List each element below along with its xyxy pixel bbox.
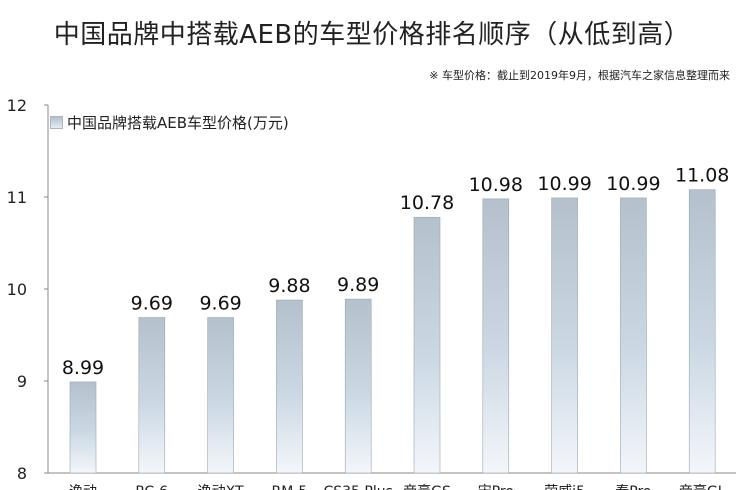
chart-note: ※ 车型价格：截止到2019年9月，根据汽车之家信息整理而来 bbox=[429, 69, 730, 82]
x-tick-label: RC-6 bbox=[135, 484, 168, 490]
bar bbox=[138, 317, 166, 474]
x-tick-label: 荣威i5 bbox=[544, 484, 585, 490]
data-label: 11.08 bbox=[675, 165, 729, 187]
bar bbox=[69, 381, 97, 474]
y-tick-label: 9 bbox=[17, 372, 27, 391]
data-label: 8.99 bbox=[62, 357, 104, 379]
x-tick-label: 秦Pro bbox=[615, 484, 651, 490]
bar bbox=[344, 298, 372, 474]
x-tick-label: 逸动XT bbox=[198, 484, 244, 490]
x-tick-label: 帝豪GS bbox=[403, 484, 451, 490]
chart-title: 中国品牌中搭载AEB的车型价格排名顺序（从低到高） bbox=[53, 20, 691, 50]
y-tick-label: 11 bbox=[7, 188, 27, 207]
data-label: 9.89 bbox=[337, 274, 379, 296]
legend-swatch bbox=[50, 116, 63, 129]
chart-legend: 中国品牌搭载AEB车型价格(万元) bbox=[50, 112, 289, 133]
x-tick-label: 帝豪GL bbox=[679, 484, 726, 490]
bar bbox=[551, 197, 578, 474]
x-tick-label: 宋Pro bbox=[478, 484, 514, 490]
y-tick-label: 12 bbox=[7, 96, 27, 115]
data-label: 10.99 bbox=[537, 173, 591, 195]
x-tick-label: CS35 Plus bbox=[323, 484, 392, 490]
bar bbox=[482, 198, 510, 474]
x-tick-label: RM-5 bbox=[272, 484, 308, 490]
y-tick-label: 8 bbox=[17, 464, 27, 483]
y-tick-label: 10 bbox=[7, 280, 27, 299]
x-tick-label: 逸动 bbox=[69, 484, 97, 490]
bar bbox=[276, 299, 303, 474]
data-label: 9.69 bbox=[131, 293, 173, 315]
bar bbox=[207, 317, 234, 474]
bar bbox=[620, 197, 647, 474]
data-label: 9.69 bbox=[199, 293, 241, 315]
data-label: 9.88 bbox=[268, 275, 310, 297]
data-label: 10.99 bbox=[606, 173, 660, 195]
legend-label: 中国品牌搭载AEB车型价格(万元) bbox=[67, 114, 289, 132]
bar bbox=[688, 189, 716, 474]
bar bbox=[413, 216, 441, 474]
data-label: 10.98 bbox=[469, 174, 523, 196]
data-label: 10.78 bbox=[400, 192, 454, 214]
